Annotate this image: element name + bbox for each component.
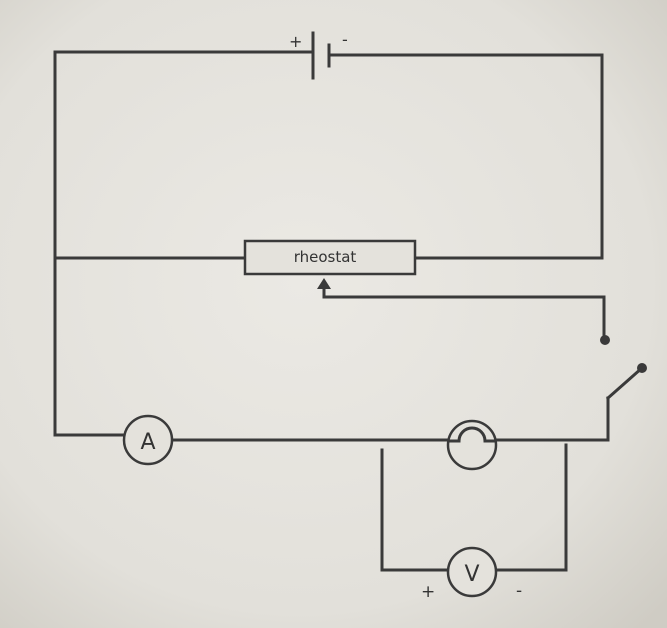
lamp-filament: [448, 426, 496, 443]
rheostat: rheostat: [243, 239, 417, 289]
rheostat-body: [243, 239, 417, 276]
ammeter: A: [122, 414, 174, 466]
voltmeter-minus-label: -: [516, 581, 522, 601]
switch-contact-end: [637, 363, 647, 373]
voltmeter-circle: [446, 546, 498, 598]
ammeter-circle: [122, 414, 174, 466]
rheostat-label: rheostat: [294, 248, 357, 266]
battery-minus-label: -: [342, 30, 348, 49]
voltmeter-label: V: [464, 562, 479, 587]
battery: + -: [289, 30, 348, 80]
ammeter-label: A: [140, 430, 155, 455]
voltmeter-plus-label: +: [421, 582, 435, 602]
voltmeter: V + -: [421, 546, 522, 602]
circuit-wires: [53, 50, 645, 572]
rheostat-slider-arrow: [317, 278, 331, 289]
switch-contact-top: [600, 335, 610, 345]
lamp: [446, 419, 498, 471]
battery-plus-label: +: [289, 32, 302, 51]
